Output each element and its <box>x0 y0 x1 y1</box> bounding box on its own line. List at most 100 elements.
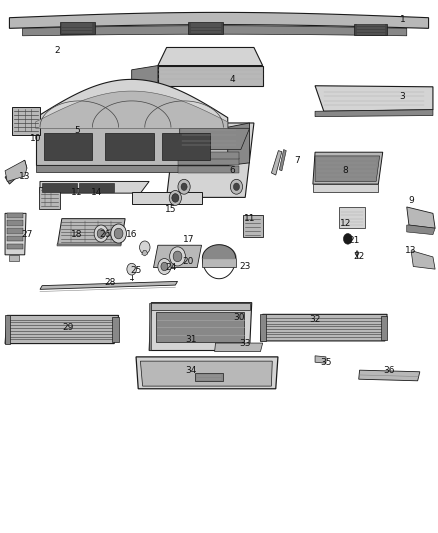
Polygon shape <box>261 314 266 341</box>
Polygon shape <box>106 133 153 160</box>
Polygon shape <box>10 12 428 28</box>
Text: 23: 23 <box>240 262 251 271</box>
Text: 30: 30 <box>233 312 244 321</box>
Text: 12: 12 <box>340 220 351 229</box>
Polygon shape <box>35 165 228 172</box>
Polygon shape <box>42 183 77 191</box>
Polygon shape <box>195 373 223 381</box>
Circle shape <box>230 179 243 194</box>
Circle shape <box>343 233 352 244</box>
Polygon shape <box>355 251 359 256</box>
Polygon shape <box>132 66 158 86</box>
Polygon shape <box>136 357 278 389</box>
Text: 13: 13 <box>19 172 31 181</box>
Polygon shape <box>132 192 201 204</box>
Polygon shape <box>407 225 435 235</box>
Circle shape <box>169 190 181 205</box>
Polygon shape <box>5 316 119 344</box>
Polygon shape <box>177 166 239 173</box>
Circle shape <box>97 229 105 238</box>
Polygon shape <box>7 228 22 233</box>
Polygon shape <box>35 79 228 128</box>
Circle shape <box>94 225 108 242</box>
Polygon shape <box>411 251 435 269</box>
Polygon shape <box>153 245 201 268</box>
Polygon shape <box>22 26 407 36</box>
Polygon shape <box>9 255 19 261</box>
Text: 11: 11 <box>244 214 255 223</box>
Text: 28: 28 <box>104 278 116 287</box>
Polygon shape <box>7 220 22 225</box>
Polygon shape <box>162 133 210 160</box>
Circle shape <box>111 224 127 243</box>
Text: 10: 10 <box>30 134 41 143</box>
Text: 3: 3 <box>399 92 405 101</box>
Polygon shape <box>339 207 365 228</box>
Polygon shape <box>279 150 286 171</box>
Polygon shape <box>5 160 27 184</box>
Polygon shape <box>44 133 92 160</box>
Polygon shape <box>381 316 387 340</box>
Text: 4: 4 <box>229 75 235 84</box>
Polygon shape <box>315 156 380 181</box>
Text: 22: 22 <box>353 253 364 261</box>
Text: 16: 16 <box>126 230 138 239</box>
Polygon shape <box>359 370 420 381</box>
Text: 34: 34 <box>185 366 196 375</box>
Polygon shape <box>158 66 263 86</box>
Circle shape <box>170 247 185 266</box>
Circle shape <box>158 259 171 274</box>
Circle shape <box>114 228 123 239</box>
Polygon shape <box>141 361 272 386</box>
Polygon shape <box>79 183 114 191</box>
Text: 32: 32 <box>309 315 321 324</box>
Text: 5: 5 <box>74 126 80 135</box>
Polygon shape <box>243 215 263 237</box>
Polygon shape <box>261 314 387 341</box>
Text: 20: 20 <box>183 257 194 265</box>
Polygon shape <box>149 303 252 351</box>
Polygon shape <box>407 207 435 228</box>
Circle shape <box>161 262 168 271</box>
Polygon shape <box>35 91 228 128</box>
Circle shape <box>181 183 187 190</box>
Circle shape <box>140 241 150 254</box>
Polygon shape <box>177 158 239 165</box>
Text: 24: 24 <box>166 263 177 272</box>
Polygon shape <box>40 281 177 289</box>
Polygon shape <box>180 128 250 150</box>
Text: 18: 18 <box>71 230 83 239</box>
Polygon shape <box>60 22 95 34</box>
Polygon shape <box>151 303 250 310</box>
Polygon shape <box>313 184 378 192</box>
Text: 13: 13 <box>405 246 417 255</box>
Circle shape <box>178 179 190 194</box>
Polygon shape <box>112 317 119 342</box>
Polygon shape <box>57 244 121 246</box>
Text: 17: 17 <box>183 236 194 245</box>
Polygon shape <box>354 23 387 35</box>
Polygon shape <box>149 303 151 351</box>
Text: 29: 29 <box>63 323 74 332</box>
Circle shape <box>172 193 179 202</box>
Polygon shape <box>315 356 326 364</box>
Polygon shape <box>5 316 11 344</box>
Polygon shape <box>177 152 239 159</box>
Circle shape <box>233 183 240 190</box>
Polygon shape <box>158 47 263 66</box>
Polygon shape <box>155 312 244 342</box>
Polygon shape <box>7 244 22 249</box>
Text: 6: 6 <box>229 166 235 175</box>
Text: 2: 2 <box>55 46 60 55</box>
Polygon shape <box>188 22 223 34</box>
Text: 35: 35 <box>320 358 332 367</box>
Polygon shape <box>313 152 383 184</box>
Polygon shape <box>215 343 263 352</box>
Text: 8: 8 <box>343 166 349 175</box>
Polygon shape <box>40 181 149 193</box>
Text: 1: 1 <box>399 15 405 25</box>
Polygon shape <box>202 258 236 266</box>
Text: 15: 15 <box>165 205 177 214</box>
Polygon shape <box>57 219 125 245</box>
Text: 11: 11 <box>71 188 83 197</box>
